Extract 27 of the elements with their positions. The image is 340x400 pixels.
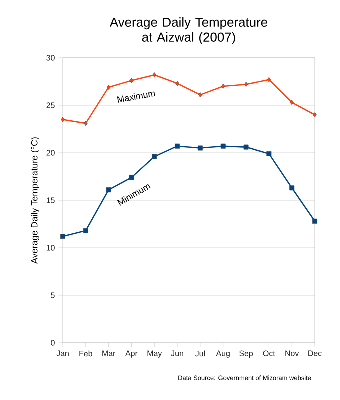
- point: [130, 78, 134, 84]
- chart-title: Average Daily Temperature at Aizwal (2007): [110, 17, 268, 45]
- point: [60, 234, 66, 240]
- point: [61, 117, 65, 122]
- point: [313, 112, 317, 118]
- point: [290, 100, 294, 106]
- y-axis-title: Average Daily Temperature (°C): [31, 138, 40, 264]
- point: [84, 121, 88, 126]
- point: [198, 92, 202, 98]
- point: [176, 81, 180, 86]
- point: [129, 175, 134, 180]
- point: [267, 77, 272, 82]
- point: [175, 144, 180, 149]
- point: [152, 72, 157, 78]
- point: [221, 84, 226, 89]
- point: [106, 84, 111, 90]
- point: [198, 146, 203, 151]
- point: [244, 144, 249, 150]
- text: Maximum: [117, 92, 156, 103]
- point: [220, 144, 226, 149]
- point: [152, 154, 158, 160]
- point: [312, 218, 318, 224]
- point: [290, 186, 295, 191]
- point: [83, 228, 88, 234]
- point: [266, 151, 272, 156]
- point: [106, 188, 112, 193]
- point: [244, 82, 248, 88]
